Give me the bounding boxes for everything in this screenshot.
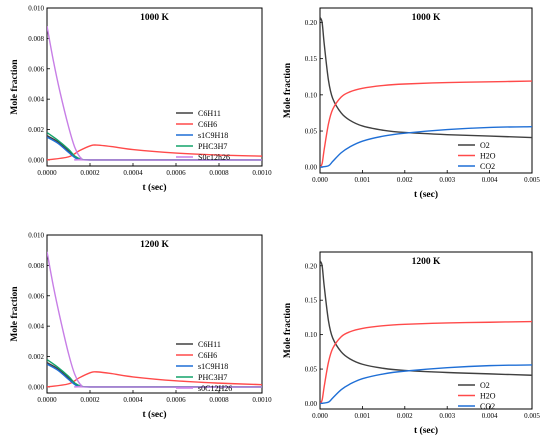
legend-label: C6H6 (198, 351, 217, 360)
y-tick-label: 0.20 (305, 262, 318, 270)
chart-panel-2: 0.000 0.001 0.002 0.003 0.004 0.005 0.00 0.05 0.… (283, 7, 540, 200)
x-tick-label: 0.0008 (209, 396, 229, 404)
x-tick-label: 0.0000 (37, 169, 57, 177)
series-line-s0c12h26 (47, 26, 262, 161)
x-tick-label: 0.0000 (37, 396, 57, 404)
legend-label: H2O (480, 392, 496, 401)
x-tick-label: 0.0002 (80, 396, 100, 404)
legend-label: C6H11 (198, 340, 221, 349)
plot-frame (46, 7, 263, 167)
x-axis-label: t (sec) (143, 409, 167, 420)
y-tick-label: 0.20 (305, 19, 318, 27)
plot-frame (319, 251, 533, 410)
legend-label: O2 (480, 141, 490, 150)
y-tick-label: 0.10 (305, 331, 318, 339)
y-tick-label: 0.006 (28, 65, 44, 73)
legend-label: s0C12H26 (198, 384, 232, 393)
series-line-o2 (320, 260, 532, 376)
series-line-co2 (320, 125, 532, 168)
panel-title: 1000 K (140, 13, 169, 23)
chart-panel-4: 0.000 0.001 0.002 0.003 0.004 0.005 0.00 0.05 0.… (283, 251, 540, 436)
legend-label: C6H11 (198, 109, 221, 118)
y-tick-label: 0.006 (28, 292, 44, 300)
legend-label: s1C9H18 (198, 131, 228, 140)
panel-title: 1200 K (140, 240, 169, 250)
y-tick-label: 0.10 (305, 91, 318, 99)
x-tick-label: 0.000 (312, 176, 328, 184)
x-tick-label: 0.0006 (166, 169, 186, 177)
legend-label: s1C9H18 (198, 362, 228, 371)
x-tick-label: 0.004 (482, 412, 498, 420)
series-line-h2o (320, 80, 532, 168)
panel-title: 1200 K (412, 257, 441, 267)
legend-label: S0c12h26 (198, 153, 230, 162)
legend-label: PHC3H7 (198, 373, 227, 382)
y-tick-label: 0.010 (28, 232, 44, 240)
x-tick-label: 0.002 (397, 412, 413, 420)
x-tick-label: 0.002 (397, 176, 413, 184)
y-axis-label: Mole fraction (283, 302, 293, 358)
plot-frame (319, 7, 533, 174)
x-tick-label: 0.0006 (166, 396, 186, 404)
series-line-c6h6 (47, 144, 262, 161)
y-tick-label: 0.05 (305, 128, 318, 136)
series-line-c6h6 (47, 371, 262, 388)
x-tick-label: 0.0010 (252, 169, 272, 177)
x-tick-label: 0.0004 (123, 169, 143, 177)
x-tick-label: 0.004 (482, 176, 498, 184)
x-tick-label: 0.0008 (209, 169, 229, 177)
x-tick-label: 0.005 (524, 412, 540, 420)
x-tick-label: 0.000 (312, 412, 328, 420)
y-tick-label: 0.00 (305, 164, 318, 172)
y-tick-label: 0.004 (28, 96, 44, 104)
series-line-s0c12h26 (47, 251, 262, 388)
y-tick-label: 0.008 (28, 35, 44, 43)
y-tick-label: 0.004 (28, 323, 44, 331)
y-axis-label: Mole fraction (283, 62, 293, 118)
x-tick-label: 0.001 (355, 412, 371, 420)
panel-title: 1000 K (412, 13, 441, 23)
y-tick-label: 0.000 (28, 156, 44, 164)
legend-label: CO2 (480, 402, 495, 411)
legend-label: C6H6 (198, 120, 217, 129)
x-axis-label: t (sec) (414, 425, 438, 436)
x-axis-label: t (sec) (414, 189, 438, 200)
legend-label: CO2 (480, 162, 495, 171)
legend-label: H2O (480, 152, 496, 161)
y-tick-label: 0.15 (305, 297, 318, 305)
y-tick-label: 0.010 (28, 5, 44, 13)
x-tick-label: 0.003 (439, 412, 455, 420)
y-tick-label: 0.05 (305, 366, 318, 374)
x-tick-label: 0.003 (439, 176, 455, 184)
y-tick-label: 0.008 (28, 262, 44, 270)
legend-label: O2 (480, 381, 490, 390)
legend-label: PHC3H7 (198, 142, 227, 151)
chart-panel-1: 0.0000 0.0002 0.0004 0.0006 0.0008 0.0010 0.00… (10, 5, 272, 194)
x-tick-label: 0.0010 (252, 396, 272, 404)
y-tick-label: 0.000 (28, 383, 44, 391)
y-tick-label: 0.002 (28, 126, 44, 134)
y-tick-label: 0.00 (305, 400, 318, 408)
series-line-o2 (320, 17, 532, 139)
y-tick-label: 0.15 (305, 55, 318, 63)
x-tick-label: 0.0002 (80, 169, 100, 177)
plot-frame (46, 234, 263, 394)
chart-panel-3: 0.0000 0.0002 0.0004 0.0006 0.0008 0.0010 0.00… (10, 232, 272, 421)
x-axis-label: t (sec) (143, 182, 167, 193)
x-tick-label: 0.0004 (123, 396, 143, 404)
series-line-h2o (320, 320, 532, 404)
y-axis-label: Mole fraction (10, 286, 20, 342)
y-tick-label: 0.002 (28, 353, 44, 361)
x-tick-label: 0.005 (524, 176, 540, 184)
x-tick-label: 0.001 (355, 176, 371, 184)
series-line-co2 (320, 364, 532, 405)
y-axis-label: Mole fraction (10, 59, 20, 115)
